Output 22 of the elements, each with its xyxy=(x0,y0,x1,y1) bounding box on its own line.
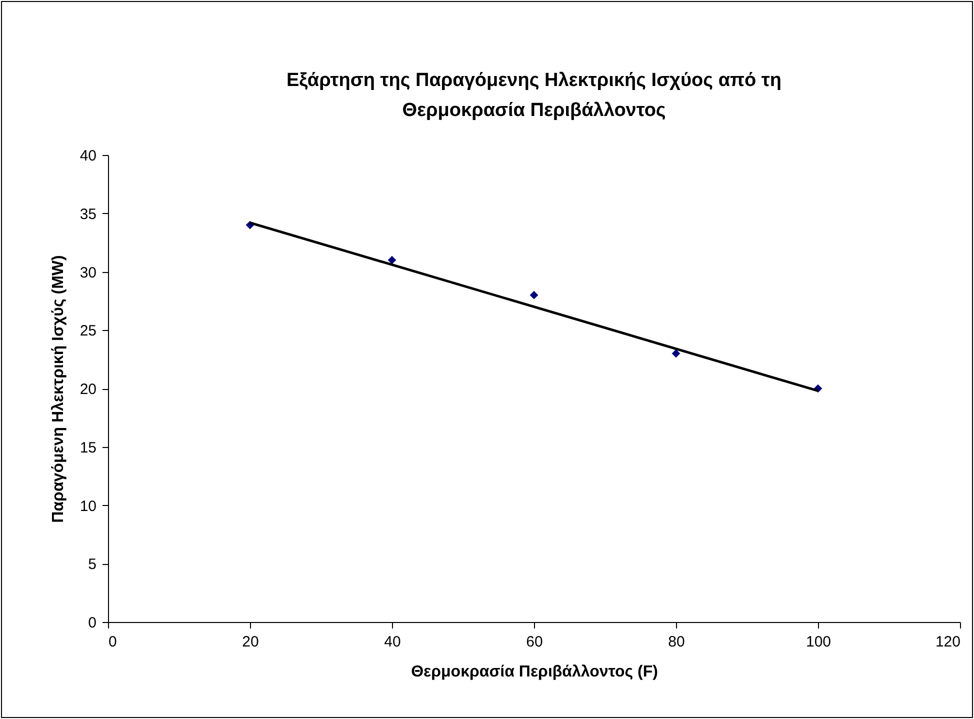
x-tick-label: 80 xyxy=(668,634,685,650)
x-tick-label: 100 xyxy=(806,634,832,650)
y-axis-title: Παραγόμενη Ηλεκτρική Ισχύς (MW) xyxy=(50,255,67,523)
x-tick-label: 20 xyxy=(242,634,259,650)
x-tick-label: 40 xyxy=(384,634,401,650)
y-tick-label: 30 xyxy=(80,264,96,282)
y-tick-label: 25 xyxy=(80,322,96,340)
y-tick-label: 40 xyxy=(80,148,96,164)
x-tick-label: 0 xyxy=(108,634,117,650)
chart-title: Εξάρτηση της Παραγόμενης Ηλεκτρικής Ισχύος από τη Θερμοκρασία Περιβάλλοντος xyxy=(286,70,782,121)
point xyxy=(530,290,538,300)
y-tick-label: 10 xyxy=(80,498,96,515)
x-tick-label: 120 xyxy=(935,634,960,650)
y-tick-label: 5 xyxy=(88,556,96,574)
y-tick-label: 20 xyxy=(80,381,96,398)
y-tick-label: 35 xyxy=(80,206,96,223)
point xyxy=(672,349,680,358)
y-tick-label: 15 xyxy=(80,439,96,456)
y-tick-label: 0 xyxy=(88,614,96,632)
x-tick-label: 60 xyxy=(526,634,543,650)
point xyxy=(388,256,396,264)
x-axis-title: Θερμοκρασία Περιβάλλοντος (F) xyxy=(411,664,658,680)
